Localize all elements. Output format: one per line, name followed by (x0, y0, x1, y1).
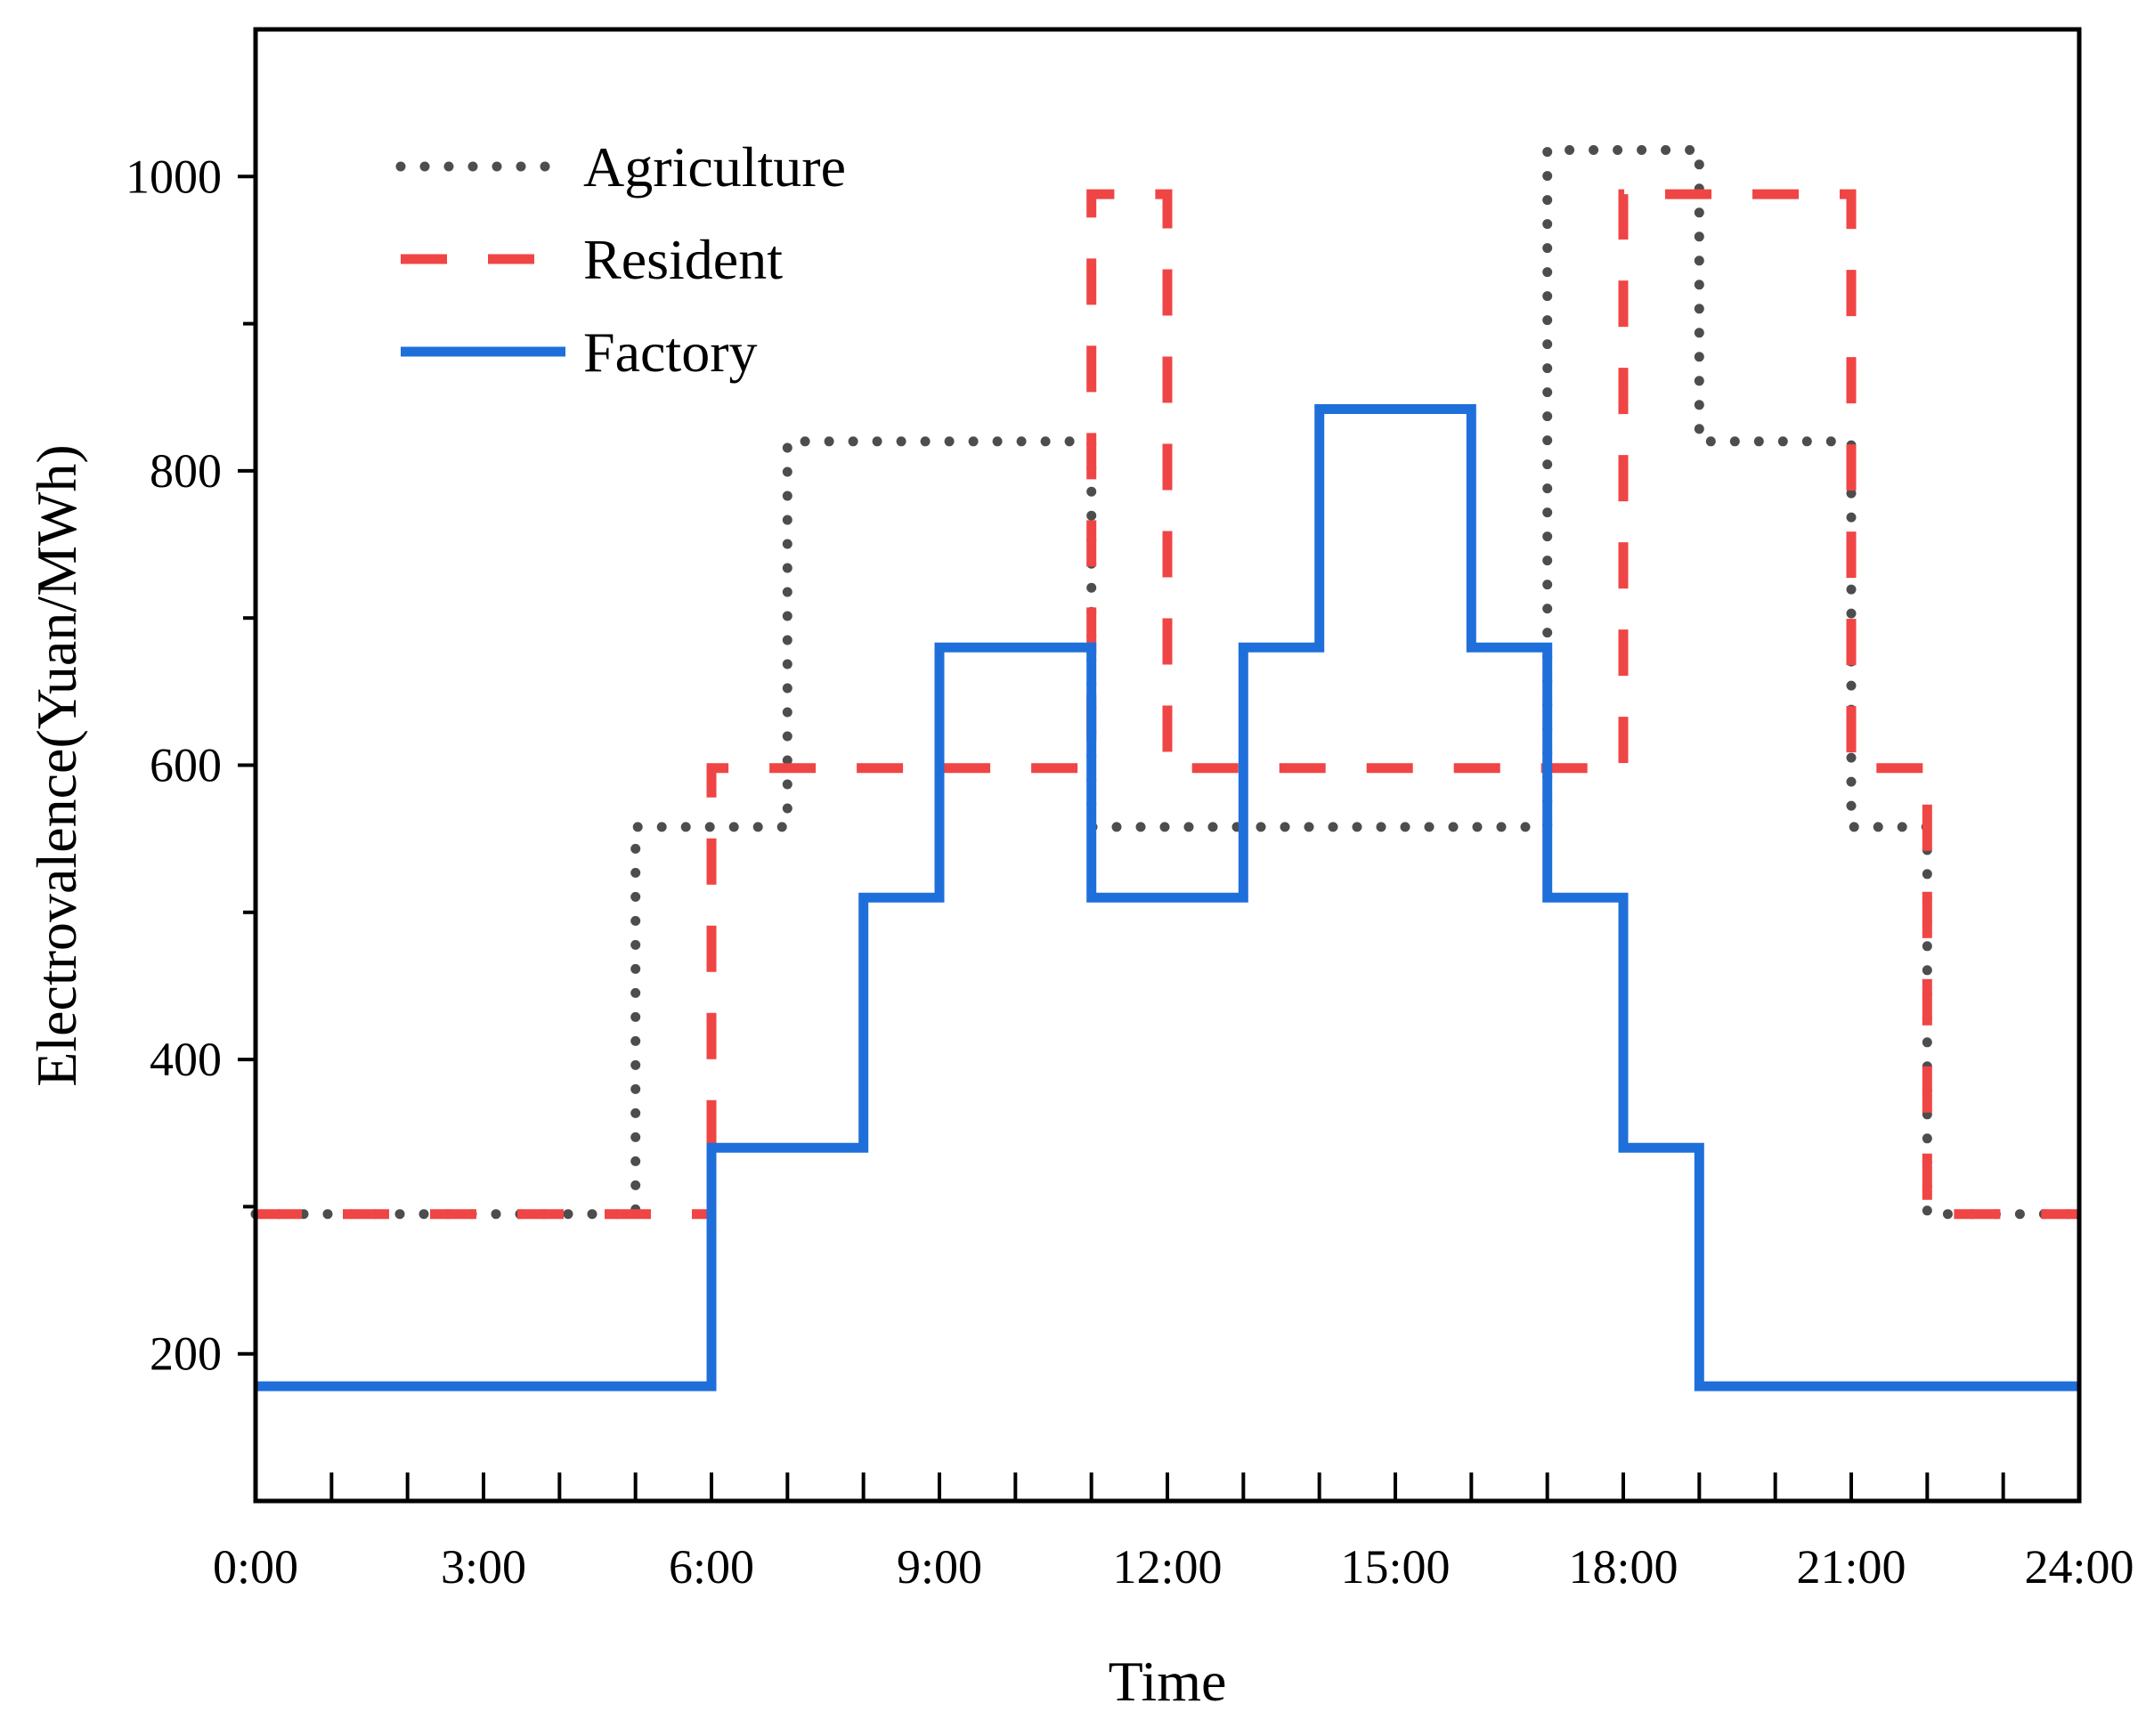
x-tick-label: 9:00 (897, 1540, 982, 1594)
x-tick-label: 24:00 (2024, 1540, 2134, 1594)
legend-label-agriculture: Agriculture (583, 135, 846, 199)
x-tick-label: 21:00 (1796, 1540, 1906, 1594)
plot-frame (253, 27, 2082, 1504)
x-tick-label: 6:00 (669, 1540, 754, 1594)
series-layer (250, 145, 2085, 1391)
legend-label-factory: Factory (583, 320, 758, 384)
x-tick-label: 18:00 (1568, 1540, 1678, 1594)
x-tick-label: 3:00 (441, 1540, 526, 1594)
legend-label-resident: Resident (583, 228, 783, 291)
series-line-resident (256, 189, 2079, 1220)
x-axis-title: Time (1109, 1650, 1227, 1713)
y-axis-title: Electrovalence(Yuan/MWh) (25, 444, 88, 1086)
y-tick-label: 400 (150, 1033, 222, 1086)
legend: Agriculture Resident Factory (395, 135, 846, 384)
x-tick-label: 15:00 (1340, 1540, 1450, 1594)
tick-layer: 0:00 3:00 6:00 9:00 12:00 15:00 18:00 21:00 24:0… (126, 150, 2134, 1594)
series-line-factory (256, 404, 2079, 1391)
y-tick-label: 1000 (126, 150, 222, 203)
x-tick-label: 0:00 (213, 1540, 298, 1594)
y-tick-label: 800 (150, 444, 222, 498)
y-tick-label: 200 (150, 1327, 222, 1381)
y-tick-label: 600 (150, 739, 222, 792)
x-tick-label: 12:00 (1112, 1540, 1222, 1594)
